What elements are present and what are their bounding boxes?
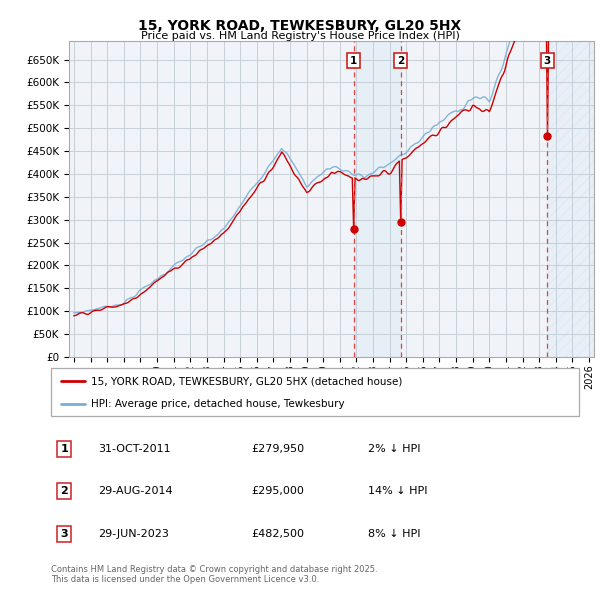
Text: 15, YORK ROAD, TEWKESBURY, GL20 5HX (detached house): 15, YORK ROAD, TEWKESBURY, GL20 5HX (det… [91,376,402,386]
Text: 15, YORK ROAD, TEWKESBURY, GL20 5HX: 15, YORK ROAD, TEWKESBURY, GL20 5HX [139,19,461,34]
Bar [547,41,594,357]
Text: 29-AUG-2014: 29-AUG-2014 [98,486,173,496]
Text: This data is licensed under the Open Government Licence v3.0.: This data is licensed under the Open Gov… [51,575,319,584]
Bar [353,41,401,357]
Text: Contains HM Land Registry data © Crown copyright and database right 2025.: Contains HM Land Registry data © Crown c… [51,565,377,574]
Text: Price paid vs. HM Land Registry's House Price Index (HPI): Price paid vs. HM Land Registry's House … [140,31,460,41]
Text: 29-JUN-2023: 29-JUN-2023 [98,529,169,539]
Text: £279,950: £279,950 [251,444,305,454]
Text: 3: 3 [61,529,68,539]
Text: 2% ↓ HPI: 2% ↓ HPI [368,444,420,454]
Text: 3: 3 [544,55,551,65]
Text: 14% ↓ HPI: 14% ↓ HPI [368,486,427,496]
Text: 2: 2 [61,486,68,496]
Text: HPI: Average price, detached house, Tewkesbury: HPI: Average price, detached house, Tewk… [91,399,344,409]
Text: 31-OCT-2011: 31-OCT-2011 [98,444,171,454]
Text: 1: 1 [61,444,68,454]
Text: 1: 1 [350,55,357,65]
Text: 2: 2 [397,55,404,65]
Text: £295,000: £295,000 [251,486,305,496]
Text: 8% ↓ HPI: 8% ↓ HPI [368,529,420,539]
Text: £482,500: £482,500 [251,529,305,539]
